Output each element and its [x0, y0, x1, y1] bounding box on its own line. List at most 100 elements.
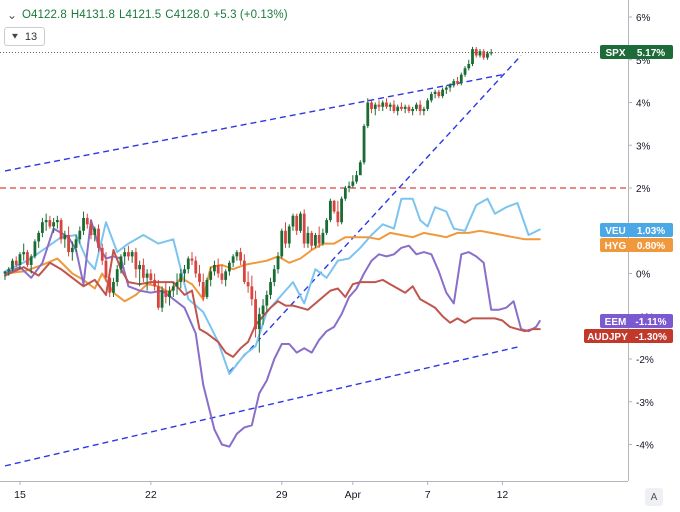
badge-name-bg: [600, 223, 631, 237]
plot-area: [0, 46, 628, 467]
candle-body: [295, 215, 299, 231]
candle-body: [183, 269, 186, 274]
candle-body: [261, 305, 265, 315]
x-tick-label: 15: [14, 489, 26, 501]
candle-body: [190, 258, 194, 261]
candle-body: [418, 104, 422, 112]
candle-body: [201, 282, 205, 298]
ohlc-change: +5.3 (+0.13%): [213, 9, 288, 21]
badge-eem: EEM -1.11%: [600, 314, 673, 328]
candle-body: [276, 256, 280, 270]
candle-body: [452, 81, 456, 86]
candle-body: [112, 282, 115, 293]
y-tick-label: 4%: [636, 99, 651, 110]
candle-body: [280, 230, 284, 257]
badge-audjpy: AUDJPY -1.30%: [584, 329, 673, 343]
candle-body: [422, 108, 426, 112]
candle-body: [489, 52, 493, 54]
ohlc-close: C4128.0: [165, 9, 210, 21]
candle-body: [97, 228, 100, 248]
candle-body: [41, 222, 44, 233]
candle-body: [104, 260, 108, 278]
candle-body: [3, 271, 7, 274]
candle-body: [82, 217, 85, 231]
candle-body: [130, 252, 134, 257]
candle-body: [310, 232, 314, 246]
candle-body: [343, 188, 347, 199]
candle-body: [388, 104, 392, 107]
trendline: [4, 345, 522, 467]
candle-body: [63, 235, 67, 240]
candle-body: [108, 277, 112, 293]
y-tick-label: 6%: [636, 13, 651, 24]
badge-hyg: HYG 0.80%: [600, 238, 673, 252]
candle-body: [85, 217, 89, 225]
y-tick-label: -4%: [636, 441, 654, 452]
candle-body: [179, 273, 183, 283]
candle-body: [474, 49, 478, 56]
candle-body: [59, 220, 63, 240]
badge-value: 0.80%: [637, 241, 665, 252]
candle-body: [242, 260, 246, 283]
auto-scale-button[interactable]: A: [645, 488, 663, 506]
candle-body: [448, 85, 452, 88]
candle-body: [486, 53, 489, 58]
candle-body: [74, 239, 78, 248]
x-tick-label: 12: [497, 489, 509, 501]
indicators-toggle-button[interactable]: ▼ 13: [4, 27, 46, 46]
candle-body: [381, 102, 385, 107]
candle-body: [246, 282, 250, 287]
candle-body: [22, 252, 26, 255]
candle-body: [220, 273, 224, 280]
x-tick-label: Apr: [345, 489, 362, 501]
y-tick-label: -2%: [636, 355, 654, 366]
candle-body: [370, 102, 373, 109]
candle-body: [325, 220, 329, 233]
candle-body: [123, 252, 127, 257]
candle-body: [429, 93, 433, 101]
badge-name: AUDJPY: [587, 332, 628, 343]
x-tick-label: 22: [145, 489, 157, 501]
x-tick-label: 29: [276, 489, 288, 501]
candle-body: [358, 162, 362, 176]
candle-body: [239, 252, 243, 261]
trendline: [4, 74, 503, 172]
candle-body: [198, 273, 201, 283]
chevron-down-icon: ▼: [10, 32, 20, 41]
candle-body: [67, 235, 70, 253]
candle-body: [14, 260, 18, 265]
candle-body: [332, 200, 336, 212]
candle-body: [459, 74, 463, 84]
series-line-veu: [4, 197, 541, 375]
candle-body: [127, 252, 130, 257]
candle-body: [265, 294, 269, 306]
candle-body: [340, 198, 343, 223]
candle-body: [194, 260, 198, 274]
collapse-chevron-icon[interactable]: ⌄: [6, 8, 18, 22]
badge-value: -1.11%: [635, 317, 666, 328]
candle-body: [373, 104, 377, 109]
candle-body: [257, 314, 261, 330]
candle-body: [291, 215, 295, 227]
candle-body: [287, 226, 291, 244]
badge-value-bg: [629, 314, 673, 328]
candle-body: [235, 252, 239, 257]
candle-body: [149, 273, 153, 280]
candle-body: [299, 213, 302, 231]
ohlc-open: O4122.8: [22, 9, 67, 21]
candle-body: [52, 222, 56, 227]
candle-body: [482, 51, 486, 58]
candle-body: [463, 68, 467, 75]
y-tick-label: 3%: [636, 141, 651, 152]
candle-body: [186, 258, 190, 270]
candle-body: [29, 256, 33, 265]
candle-body: [224, 271, 228, 280]
badge-value: 5.17%: [637, 48, 665, 59]
candle-body: [444, 87, 448, 90]
badge-name-bg: [600, 45, 631, 59]
candle-body: [366, 102, 370, 127]
candle-body: [306, 232, 310, 244]
candle-body: [18, 254, 22, 265]
